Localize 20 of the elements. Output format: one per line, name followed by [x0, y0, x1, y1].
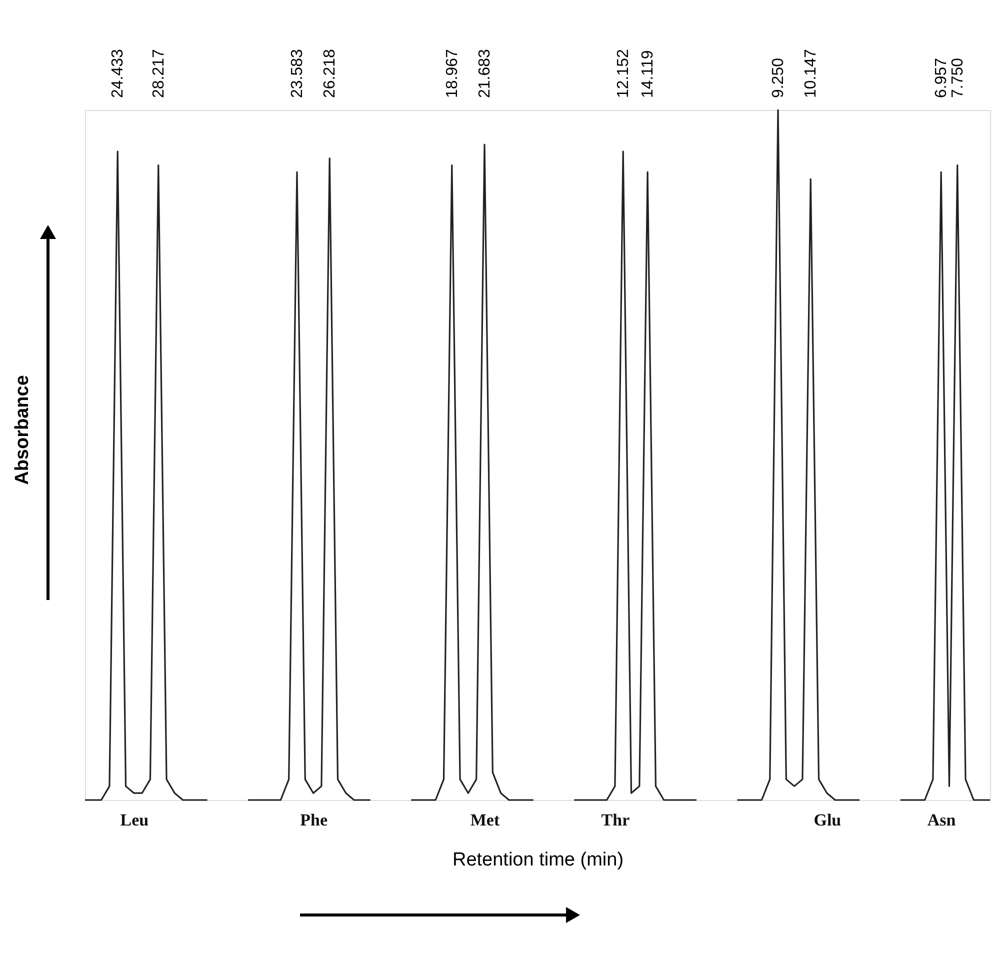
text: 18.967	[444, 48, 461, 98]
text: 12.152	[615, 48, 632, 98]
text: 6.957	[933, 58, 950, 98]
y-axis-title: Absorbance	[12, 375, 33, 485]
x-tick-label: Phe	[300, 810, 328, 830]
text: 26.218	[322, 48, 339, 98]
text: 10.147	[802, 48, 820, 98]
text: 24.433	[110, 48, 127, 98]
text: 14.119	[640, 50, 657, 98]
text: 7.750	[949, 58, 966, 98]
x-tick-label: Met	[470, 810, 500, 830]
x-axis-title: Retention time (min)	[452, 850, 624, 870]
x-tick-label: Glu	[814, 810, 842, 830]
text: 23.583	[288, 48, 306, 98]
x-tick-label: Asn	[927, 810, 956, 830]
text: 21.683	[476, 48, 494, 98]
x-tick-label: Leu	[120, 810, 149, 830]
text: 28.217	[150, 48, 168, 98]
x-tick-label: Thr	[601, 810, 630, 830]
text: 9.250	[770, 58, 788, 98]
